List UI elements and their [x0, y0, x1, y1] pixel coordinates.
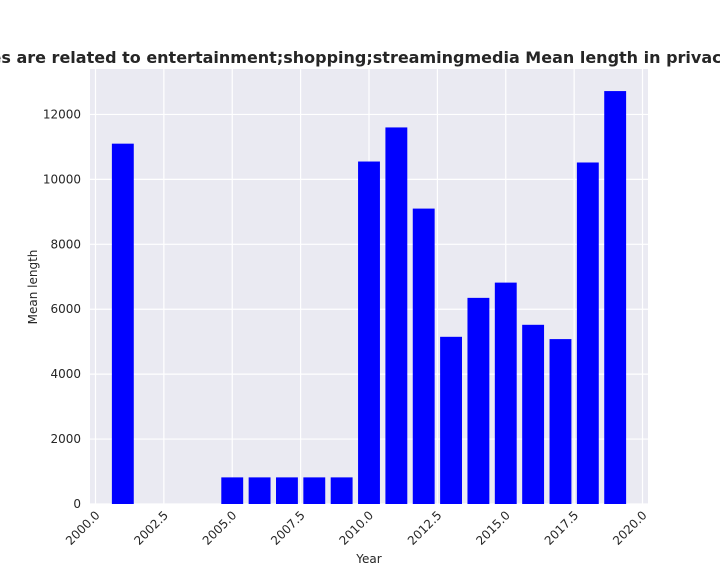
chart-title: Categories are related to entertainment;… — [0, 48, 720, 67]
x-tick-label: 2020.0 — [610, 508, 650, 548]
bar-2013 — [440, 336, 462, 504]
bar-2011 — [385, 127, 408, 505]
bar-2015 — [494, 282, 517, 504]
x-axis-ticks: 2000.0 2002.5 2005.0 2007.5 2010.0 2012.5 2015… — [63, 508, 650, 548]
bar-2010 — [358, 161, 380, 504]
y-tick-label: 8000 — [50, 237, 81, 251]
x-tick-label: 2010.0 — [337, 508, 377, 548]
x-tick-label: 2000.0 — [63, 508, 103, 548]
x-tick-label: 2017.5 — [542, 508, 582, 548]
y-tick-label: 0 — [73, 497, 81, 511]
x-tick-label: 2002.5 — [131, 508, 171, 548]
bar-2014 — [467, 297, 490, 504]
bar-2012 — [412, 208, 435, 505]
y-tick-label: 10000 — [43, 172, 81, 186]
y-axis-ticks: 0 2000 4000 6000 8000 10000 12000 — [43, 107, 81, 511]
x-tick-label: 2015.0 — [473, 508, 513, 548]
x-tick-label: 2007.5 — [268, 508, 308, 548]
y-tick-label: 6000 — [50, 302, 81, 316]
bar-2017 — [549, 339, 572, 504]
bar-2008 — [303, 477, 326, 504]
bar-2016 — [522, 324, 545, 504]
bar-2009 — [330, 477, 353, 504]
bar-2005 — [221, 477, 244, 504]
bar-2019 — [604, 91, 627, 505]
x-tick-label: 2012.5 — [405, 508, 445, 548]
bar-2007 — [276, 477, 298, 504]
y-tick-label: 12000 — [43, 107, 81, 121]
bar-2001 — [111, 143, 134, 504]
bar-2006 — [248, 477, 271, 504]
y-tick-label: 2000 — [50, 432, 81, 446]
x-axis-label: Year — [355, 552, 381, 566]
bars — [111, 91, 627, 505]
x-tick-label: 2005.0 — [200, 508, 240, 548]
y-tick-label: 4000 — [50, 367, 81, 381]
bar-2018 — [576, 162, 599, 504]
y-axis-label: Mean length — [26, 250, 40, 325]
